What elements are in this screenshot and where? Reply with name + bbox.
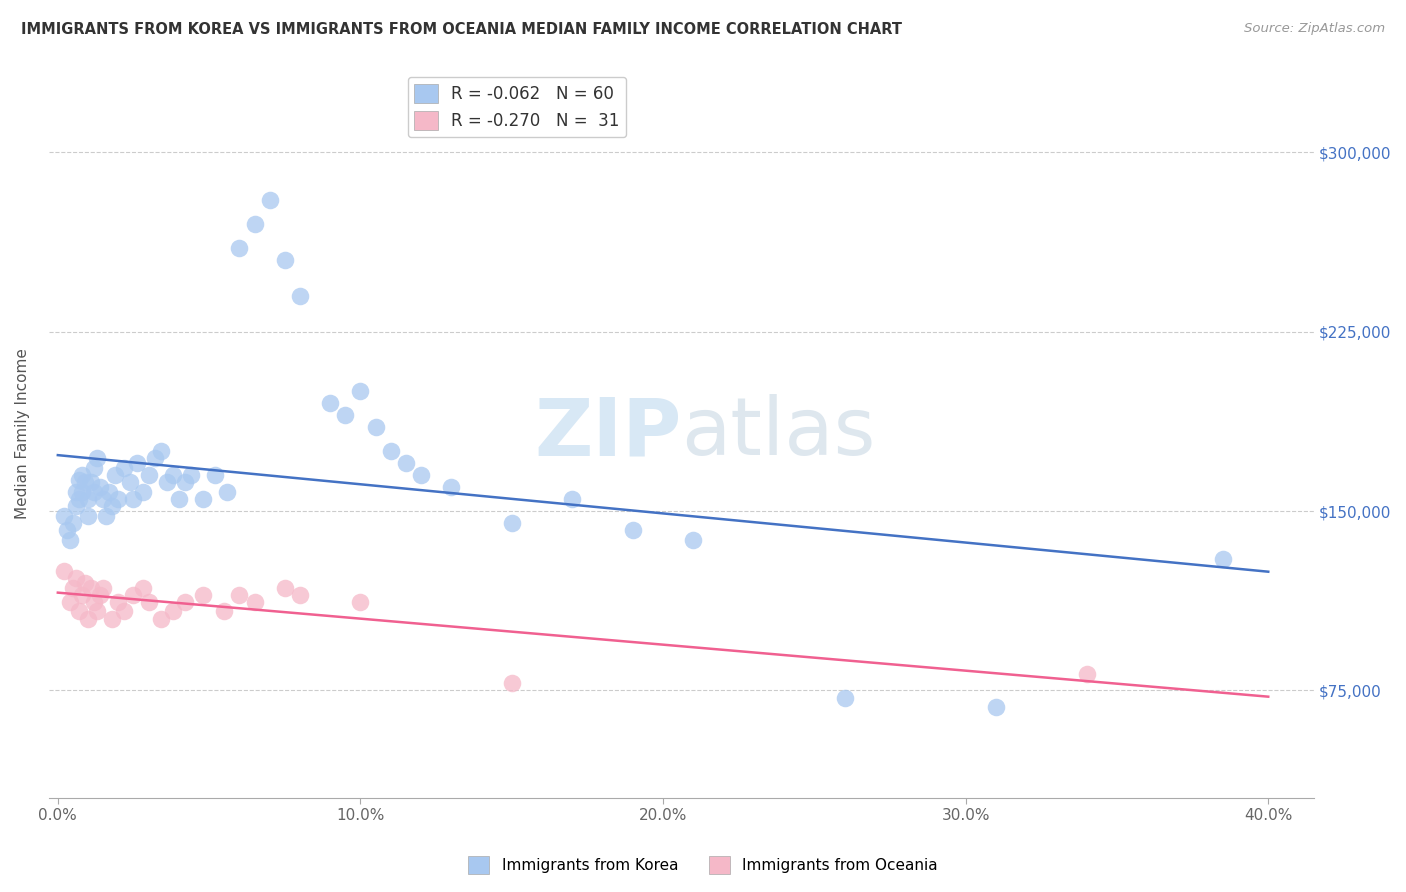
Point <box>86 605 108 619</box>
Point <box>67 605 90 619</box>
Point <box>180 468 202 483</box>
Point <box>364 420 387 434</box>
Point <box>122 588 145 602</box>
Point <box>104 468 127 483</box>
Point <box>162 468 184 483</box>
Point <box>62 581 84 595</box>
Point <box>243 217 266 231</box>
Point <box>112 461 135 475</box>
Point <box>122 491 145 506</box>
Text: Source: ZipAtlas.com: Source: ZipAtlas.com <box>1244 22 1385 36</box>
Point <box>138 595 160 609</box>
Y-axis label: Median Family Income: Median Family Income <box>15 348 30 519</box>
Point <box>217 484 239 499</box>
Point <box>59 533 82 547</box>
Point <box>349 595 371 609</box>
Point <box>274 581 297 595</box>
Point <box>62 516 84 530</box>
Text: IMMIGRANTS FROM KOREA VS IMMIGRANTS FROM OCEANIA MEDIAN FAMILY INCOME CORRELATIO: IMMIGRANTS FROM KOREA VS IMMIGRANTS FROM… <box>21 22 903 37</box>
Legend: R = -0.062   N = 60, R = -0.270   N =  31: R = -0.062 N = 60, R = -0.270 N = 31 <box>408 77 626 137</box>
Point <box>65 500 87 514</box>
Point <box>409 468 432 483</box>
Point <box>335 409 357 423</box>
Point <box>214 605 236 619</box>
Point <box>77 508 100 523</box>
Point <box>77 612 100 626</box>
Point <box>77 491 100 506</box>
Point <box>174 475 197 490</box>
Point <box>98 484 121 499</box>
Point <box>80 581 103 595</box>
Point <box>380 444 402 458</box>
Point <box>52 564 75 578</box>
Point <box>107 595 129 609</box>
Point <box>131 484 153 499</box>
Point <box>274 252 297 267</box>
Point <box>120 475 142 490</box>
Point <box>621 523 644 537</box>
Point <box>561 491 583 506</box>
Point <box>112 605 135 619</box>
Point <box>1076 666 1098 681</box>
Point <box>70 468 93 483</box>
Point <box>125 456 148 470</box>
Point <box>70 588 93 602</box>
Point <box>288 289 311 303</box>
Text: ZIP: ZIP <box>534 394 681 472</box>
Point <box>83 461 105 475</box>
Legend: Immigrants from Korea, Immigrants from Oceania: Immigrants from Korea, Immigrants from O… <box>463 850 943 880</box>
Point <box>243 595 266 609</box>
Point <box>83 484 105 499</box>
Point <box>101 612 124 626</box>
Point <box>834 690 856 705</box>
Point <box>440 480 463 494</box>
Point <box>67 473 90 487</box>
Point <box>143 451 166 466</box>
Point <box>682 533 704 547</box>
Point <box>59 595 82 609</box>
Point <box>156 475 179 490</box>
Point <box>501 676 523 690</box>
Point <box>86 451 108 466</box>
Point <box>228 588 250 602</box>
Point <box>70 484 93 499</box>
Point <box>501 516 523 530</box>
Point <box>107 491 129 506</box>
Point <box>319 396 342 410</box>
Point <box>984 700 1007 714</box>
Point <box>83 595 105 609</box>
Point <box>1212 552 1234 566</box>
Point <box>89 588 111 602</box>
Point <box>56 523 79 537</box>
Point <box>101 500 124 514</box>
Point <box>91 491 114 506</box>
Point <box>395 456 418 470</box>
Point <box>162 605 184 619</box>
Point <box>80 475 103 490</box>
Point <box>191 491 214 506</box>
Point <box>138 468 160 483</box>
Point <box>191 588 214 602</box>
Point <box>65 484 87 499</box>
Point <box>149 444 172 458</box>
Point <box>174 595 197 609</box>
Point <box>96 508 118 523</box>
Point <box>167 491 190 506</box>
Point <box>259 193 281 207</box>
Point <box>131 581 153 595</box>
Text: atlas: atlas <box>681 394 876 472</box>
Point <box>91 581 114 595</box>
Point <box>204 468 226 483</box>
Point <box>149 612 172 626</box>
Point <box>65 571 87 585</box>
Point <box>89 480 111 494</box>
Point <box>52 508 75 523</box>
Point <box>288 588 311 602</box>
Point <box>228 241 250 255</box>
Point <box>67 491 90 506</box>
Point <box>349 384 371 399</box>
Point <box>73 575 96 590</box>
Point <box>73 475 96 490</box>
